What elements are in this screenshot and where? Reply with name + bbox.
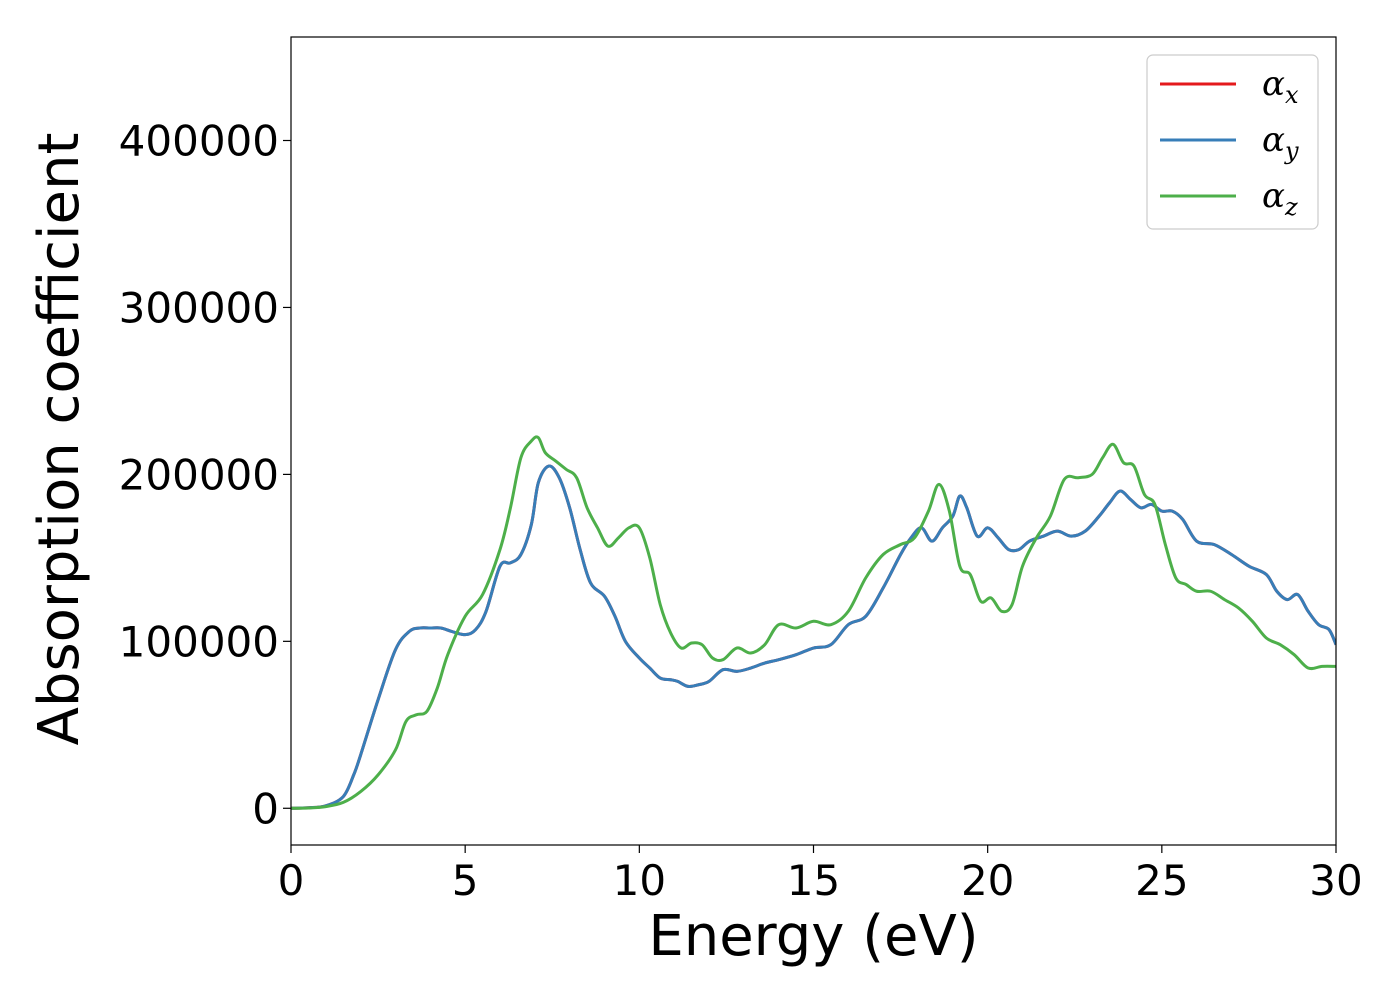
y-axis-ticks: 0 100000 200000 300000 400000: [119, 117, 291, 833]
y-tick-label: 0: [252, 784, 279, 833]
x-tick-label: 20: [961, 856, 1014, 905]
series-line-1: [291, 464, 1336, 810]
x-axis-title: Energy (eV): [648, 904, 978, 969]
x-tick-label: 30: [1309, 856, 1362, 905]
legend-box: [1146, 54, 1319, 230]
y-axis-title: Absorption coefficient: [27, 133, 92, 746]
series-line-2: [291, 435, 1336, 810]
y-tick-label: 200000: [119, 450, 279, 499]
x-tick-label: 0: [278, 856, 305, 905]
y-tick-label: 400000: [119, 117, 279, 166]
series-lines: [291, 435, 1336, 810]
x-tick-label: 5: [452, 856, 479, 905]
y-tick-label: 100000: [119, 617, 279, 666]
legend-label: αz: [1262, 176, 1298, 221]
x-axis-ticks: 0 5 10 15 20 25 30: [278, 845, 1363, 905]
x-tick-label: 25: [1135, 856, 1188, 905]
x-tick-label: 10: [613, 856, 666, 905]
y-tick-label: 300000: [119, 283, 279, 332]
x-tick-label: 15: [787, 856, 840, 905]
